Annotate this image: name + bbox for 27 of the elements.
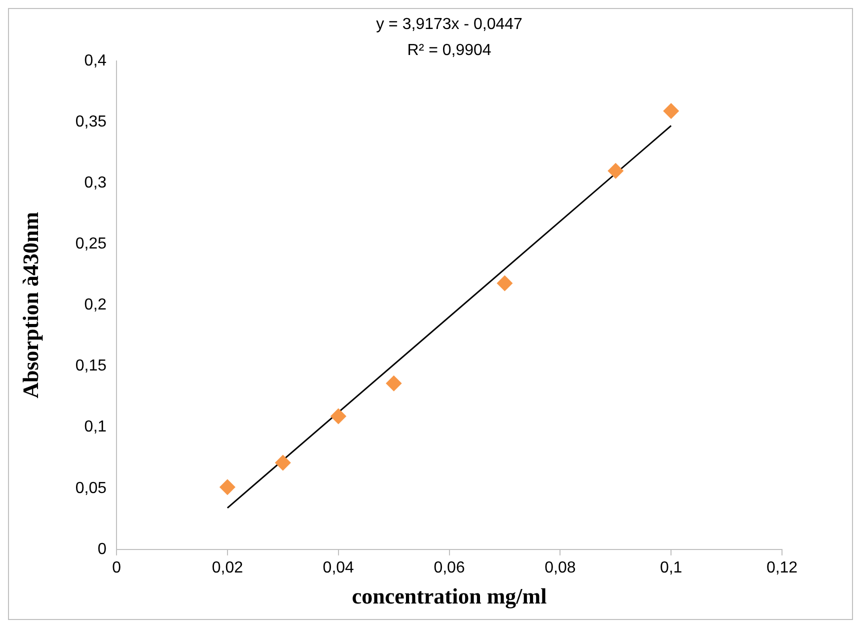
y-tick-label: 0 — [98, 540, 107, 558]
x-axis-title: concentration mg/ml — [352, 583, 547, 608]
y-tick-label: 0,05 — [75, 480, 107, 497]
x-tick-label: 0 — [112, 559, 122, 576]
point — [663, 103, 680, 120]
x-tick-label: 0,1 — [660, 559, 682, 576]
y-tick-label: 0,4 — [84, 52, 107, 70]
y-tick-label: 0,25 — [75, 236, 107, 253]
point — [274, 454, 291, 471]
y-tick-label: 0,15 — [75, 358, 107, 375]
y-tick-label: 0,3 — [84, 174, 107, 192]
point — [496, 275, 513, 292]
y-tick-label: 0,35 — [75, 113, 107, 130]
point — [330, 408, 346, 424]
x-tick-label: 0,04 — [322, 559, 354, 576]
x-tick-label: 0,06 — [434, 559, 465, 576]
text: R² = 0,9904 — [407, 42, 492, 59]
y-tick-label: 0,2 — [84, 296, 107, 314]
point — [608, 162, 624, 179]
y-tick-label: 0,1 — [84, 418, 107, 436]
x-tick-label: 0,08 — [544, 559, 576, 576]
point — [219, 479, 236, 496]
y-axis-title: Absorption à430nm — [18, 212, 43, 398]
point — [386, 375, 402, 392]
x-tick-label: 0,12 — [766, 559, 798, 576]
x-tick-label: 0,02 — [212, 559, 244, 576]
text: y = 3,9173x - 0,0447 — [376, 16, 523, 33]
